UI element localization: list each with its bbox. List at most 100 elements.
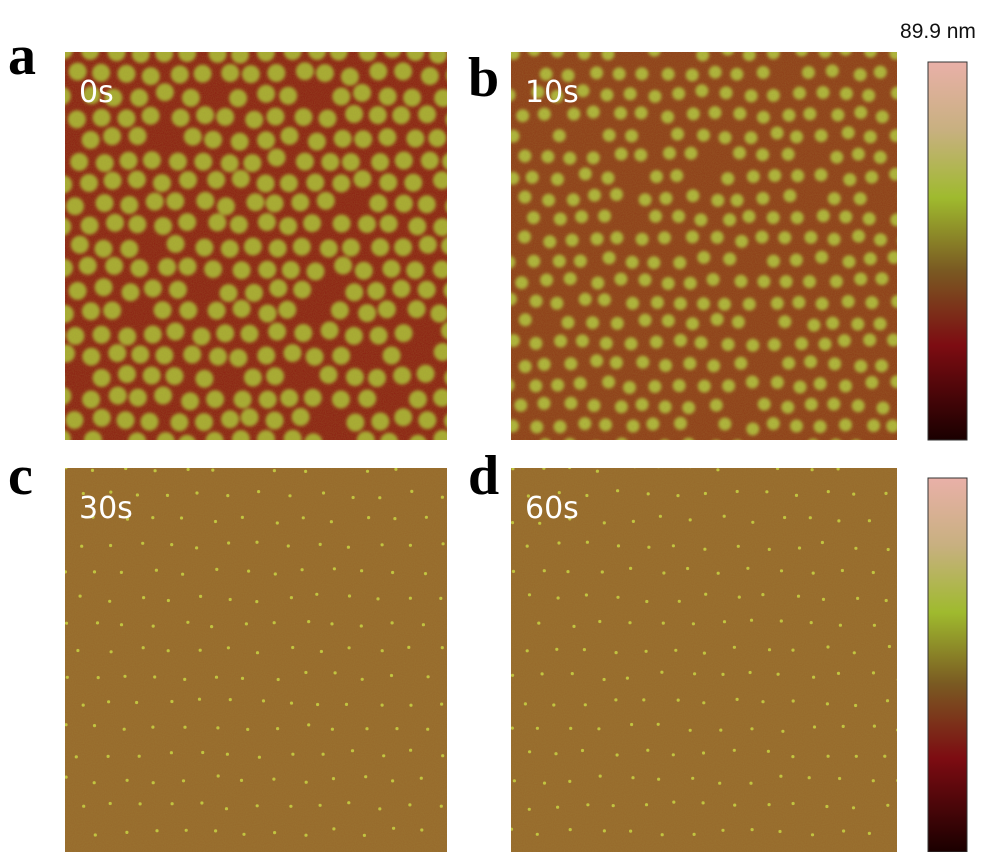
particle — [91, 452, 109, 470]
particle — [452, 725, 455, 728]
particle — [34, 830, 37, 833]
particle — [633, 465, 636, 468]
particle — [492, 275, 505, 288]
particle — [539, 438, 552, 451]
particle — [778, 443, 791, 456]
particle — [710, 440, 723, 453]
particle — [31, 779, 34, 782]
particle — [457, 301, 475, 319]
particle — [494, 148, 507, 161]
particle — [916, 801, 919, 804]
colorbar — [928, 62, 967, 440]
particle — [445, 197, 463, 215]
particle — [912, 48, 925, 61]
particle — [470, 594, 473, 597]
particle — [478, 675, 481, 678]
particle — [478, 334, 491, 347]
particle — [36, 518, 39, 521]
particle — [634, 442, 647, 455]
particle — [519, 442, 532, 455]
particle — [33, 725, 36, 728]
particle — [467, 755, 470, 758]
particle — [32, 218, 50, 236]
particle — [497, 595, 500, 598]
particle — [481, 297, 494, 310]
particle — [493, 544, 496, 547]
particle — [479, 255, 492, 268]
particle — [468, 801, 471, 804]
particle — [43, 66, 61, 84]
particle — [482, 126, 495, 139]
particle — [246, 464, 249, 467]
particle — [898, 234, 911, 247]
particle — [900, 467, 903, 470]
particle — [48, 803, 51, 806]
afm-panel: 0s a — [8, 25, 477, 475]
particle — [450, 624, 453, 627]
particle — [495, 750, 498, 753]
particle — [459, 258, 477, 276]
particle — [50, 703, 53, 706]
figure: 0sa10sb30sc60sd 89.9 nm — [0, 0, 993, 852]
particle — [911, 543, 914, 546]
particle — [44, 453, 62, 471]
particle — [495, 189, 508, 202]
particle — [899, 624, 902, 627]
particle — [910, 129, 923, 142]
particle — [453, 775, 456, 778]
particle — [658, 439, 671, 452]
particle — [689, 465, 692, 468]
panel-letter: a — [8, 25, 36, 87]
particle — [478, 782, 481, 785]
particle — [445, 454, 463, 472]
particle — [35, 467, 38, 470]
particle — [33, 260, 51, 278]
particle — [903, 106, 916, 119]
particle — [457, 346, 475, 364]
particle — [902, 277, 915, 290]
particle — [466, 547, 469, 550]
particle — [911, 380, 924, 393]
particle — [334, 463, 337, 466]
panel-letter: b — [468, 47, 499, 109]
particle — [45, 196, 63, 214]
particle — [494, 356, 507, 369]
particle — [750, 464, 753, 467]
particle — [912, 298, 925, 311]
particle — [731, 440, 744, 453]
particle — [480, 210, 493, 223]
particle — [482, 567, 485, 570]
particle — [47, 595, 50, 598]
particle — [458, 219, 476, 237]
particle — [453, 464, 456, 467]
particle — [341, 452, 359, 470]
particle — [899, 828, 902, 831]
particle — [482, 516, 485, 519]
particle — [911, 701, 914, 704]
particle — [456, 676, 459, 679]
particle — [492, 313, 505, 326]
particle — [911, 493, 914, 496]
particle — [912, 755, 915, 758]
particle — [913, 254, 926, 267]
particle — [904, 148, 917, 161]
particle — [900, 567, 903, 570]
particle — [913, 339, 926, 352]
colorbar-label: 89.9 nm — [900, 20, 976, 43]
particle — [34, 571, 37, 574]
particle — [35, 676, 38, 679]
particle — [483, 378, 496, 391]
particle — [916, 645, 919, 648]
panel-time: 0s — [79, 75, 114, 110]
colorbar — [928, 478, 967, 852]
particle — [493, 702, 496, 705]
particle — [490, 108, 503, 121]
page: {"panels": [ {"letter": "a", "time": "0s… — [0, 0, 993, 852]
afm-panel: 60sd — [468, 445, 919, 852]
particle — [657, 465, 660, 468]
particle — [491, 807, 494, 810]
particle — [47, 325, 65, 343]
particle — [477, 619, 480, 622]
particle — [46, 370, 64, 388]
